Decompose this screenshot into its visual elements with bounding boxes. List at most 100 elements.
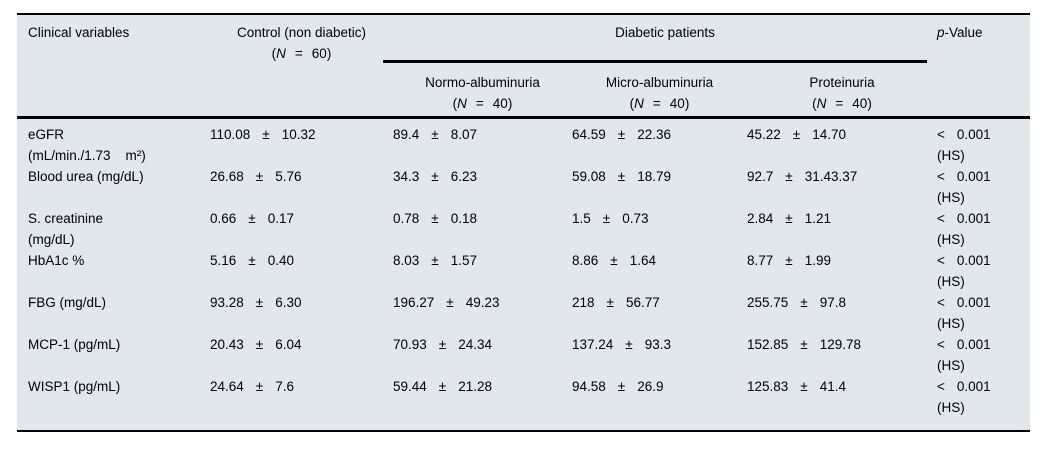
sd-value: 31.43.37 [804,169,858,184]
sd-value: 18.79 [637,169,672,184]
subheader-proteinuria: Proteinuria (N = 40) [747,63,937,114]
cell-micro-albuminuria: 137.24 ±93.3 [572,334,747,355]
cell-proteinuria: 2.84 ±1.21 [747,208,937,229]
mean-value: 196.27 [393,295,435,310]
mean-value: 24.64 [210,379,244,394]
p-significance: (HS) [937,316,965,331]
table-row: Blood urea (mg/dL) 26.68 ±5.76 34.3 ±6.23 … [17,166,1030,208]
plus-minus: ± [438,337,447,352]
mean-value: 94.58 [572,379,606,394]
plus-minus: ± [431,127,439,142]
cell-normo-albuminuria: 0.78 ±0.18 [393,208,572,229]
mean-value: 34.3 [393,169,420,184]
row-label-unit: (mL/min./1.73 m²) [28,148,146,163]
sd-value: 6.23 [450,169,477,184]
mean-value: 70.93 [393,337,427,352]
sd-value: 93.3 [644,337,671,352]
cell-micro-albuminuria: 59.08 ±18.79 [572,166,747,187]
sd-value: 0.18 [450,211,477,226]
mean-value: 92.7 [747,169,774,184]
plus-minus: ± [785,211,793,226]
sd-value: 26.9 [637,379,664,394]
mean-value: 8.86 [572,253,599,268]
clinical-variables-table: Clinical variables Control (non diabetic… [17,13,1030,432]
table-header: Clinical variables Control (non diabetic… [17,15,1030,119]
p-number: 0.001 [956,295,991,310]
p-sign: < [937,127,945,142]
cell-micro-albuminuria: 218 ±56.77 [572,292,747,313]
row-label: S. creatinine [28,211,104,226]
sd-value: 6.30 [275,295,302,310]
p-significance: (HS) [937,274,965,289]
cell-proteinuria: 8.77 ±1.99 [747,250,937,271]
plus-minus: ± [248,253,256,268]
plus-minus: ± [800,337,808,352]
table-row: FBG (mg/dL) 93.28 ±6.30 196.27 ±49.23 218 ±… [17,292,1030,334]
plus-minus: ± [785,253,793,268]
sd-value: 0.40 [267,253,294,268]
cell-control: 5.16 ±0.40 [210,250,393,271]
mean-value: 0.66 [210,211,237,226]
mean-value: 26.68 [210,169,244,184]
cell-p-value: <0.001 (HS) [937,292,1030,334]
p-number: 0.001 [956,169,991,184]
sd-value: 129.78 [819,337,862,352]
control-header-title: Control (non diabetic) [236,25,367,40]
plus-minus: ± [248,211,256,226]
row-label: WISP1 (pg/mL) [28,379,121,394]
sd-value: 6.04 [275,337,302,352]
normo-sample-size: (N = 40) [452,96,513,111]
mean-value: 89.4 [393,127,420,142]
sd-value: 1.57 [450,253,477,268]
column-header-clinical-variables: Clinical variables [28,25,130,40]
plus-minus: ± [446,295,454,310]
p-significance: (HS) [937,148,965,163]
mean-value: 110.08 [210,127,251,142]
p-significance: (HS) [937,400,965,415]
plus-minus: ± [255,337,264,352]
plus-minus: ± [431,253,439,268]
mean-value: 64.59 [572,127,606,142]
cell-micro-albuminuria: 1.5 ±0.73 [572,208,747,229]
table-row: eGFR (mL/min./1.73 m²) 110.08 ±10.32 89.4… [17,124,1030,166]
row-label-cell: S. creatinine (mg/dL) [17,208,210,250]
sd-value: 1.21 [804,211,831,226]
row-label-cell: WISP1 (pg/mL) [17,376,210,397]
mean-value: 255.75 [747,295,789,310]
row-label-cell: FBG (mg/dL) [17,292,210,313]
micro-sample-size: (N = 40) [629,96,690,111]
plus-minus: ± [606,295,614,310]
p-number: 0.001 [956,211,991,226]
table-row: MCP-1 (pg/mL) 20.43 ±6.04 70.93 ±24.34 137… [17,334,1030,376]
cell-normo-albuminuria: 59.44 ±21.28 [393,376,572,397]
sd-value: 56.77 [625,295,660,310]
plus-minus: ± [617,127,626,142]
mean-value: 2.84 [747,211,774,226]
row-label: eGFR [28,127,65,142]
sd-value: 21.28 [458,379,493,394]
plus-minus: ± [792,127,801,142]
cell-p-value: <0.001 (HS) [937,124,1030,166]
plus-minus: ± [262,127,270,142]
row-label-cell: HbA1c % [17,250,210,271]
p-sign: < [937,379,945,394]
sd-value: 14.70 [812,127,847,142]
p-number: 0.001 [956,127,991,142]
row-label: MCP-1 (pg/mL) [28,337,121,352]
p-number: 0.001 [956,253,991,268]
cell-proteinuria: 255.75 ±97.8 [747,292,937,313]
row-label-cell: Blood urea (mg/dL) [17,166,210,187]
sd-value: 1.99 [804,253,831,268]
cell-p-value: <0.001 (HS) [937,334,1030,376]
plus-minus: ± [625,337,633,352]
mean-value: 152.85 [747,337,789,352]
table-body: eGFR (mL/min./1.73 m²) 110.08 ±10.32 89.4… [17,119,1030,430]
cell-normo-albuminuria: 70.93 ±24.34 [393,334,572,355]
cell-p-value: <0.001 (HS) [937,208,1030,250]
sd-value: 1.64 [629,253,656,268]
p-sign: < [937,169,945,184]
mean-value: 59.08 [572,169,606,184]
plus-minus: ± [785,169,793,184]
p-significance: (HS) [937,232,965,247]
p-significance: (HS) [937,358,965,373]
